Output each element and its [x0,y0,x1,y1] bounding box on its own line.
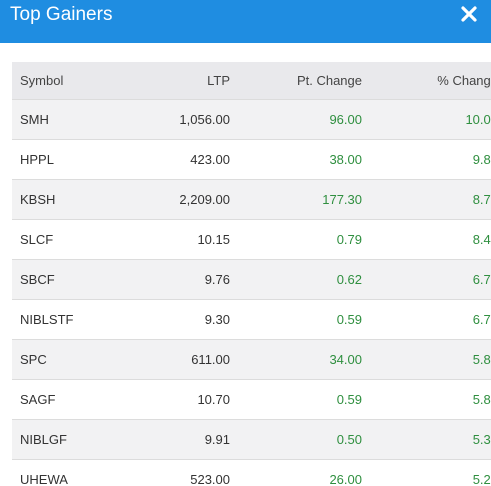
table-body: SMH1,056.0096.0010.00HPPL423.0038.009.87… [12,99,491,486]
column-header-symbol[interactable]: Symbol [12,62,132,100]
pt-change-cell: 177.30 [242,179,374,220]
pt-change-cell: 38.00 [242,139,374,180]
symbol-cell: NIBLSTF [12,299,132,340]
pct-change-cell: 5.31 [374,419,491,460]
gainers-table-container: Symbol LTP Pt. Change % Change SMH1,056.… [12,62,491,486]
pt-change-cell: 0.79 [242,219,374,260]
ltp-cell: 1,056.00 [132,99,242,140]
dialog-title: Top Gainers [10,4,113,25]
column-header-ltp[interactable]: LTP [132,62,242,100]
symbol-cell: UHEWA [12,459,132,486]
pt-change-cell: 0.59 [242,299,374,340]
pct-change-cell: 10.00 [374,99,491,140]
ltp-cell: 523.00 [132,459,242,486]
ltp-cell: 9.91 [132,419,242,460]
pt-change-cell: 96.00 [242,99,374,140]
pct-change-cell: 6.77 [374,299,491,340]
column-header-pct-change[interactable]: % Change [374,62,491,100]
symbol-cell: SAGF [12,379,132,420]
pct-change-cell: 8.73 [374,179,491,220]
symbol-cell: KBSH [12,179,132,220]
ltp-cell: 10.70 [132,379,242,420]
symbol-cell: SPC [12,339,132,380]
column-header-pt-change[interactable]: Pt. Change [242,62,374,100]
symbol-cell: SMH [12,99,132,140]
ltp-cell: 9.30 [132,299,242,340]
close-icon[interactable] [460,5,478,23]
table-header-row: Symbol LTP Pt. Change % Change [12,62,491,100]
pct-change-cell: 6.78 [374,259,491,300]
pt-change-cell: 0.62 [242,259,374,300]
pct-change-cell: 5.89 [374,339,491,380]
ltp-cell: 2,209.00 [132,179,242,220]
pt-change-cell: 0.59 [242,379,374,420]
ltp-cell: 9.76 [132,259,242,300]
pct-change-cell: 5.23 [374,459,491,486]
pt-change-cell: 34.00 [242,339,374,380]
symbol-cell: HPPL [12,139,132,180]
ltp-cell: 10.15 [132,219,242,260]
dialog-header: Top Gainers [0,0,491,43]
pct-change-cell: 9.87 [374,139,491,180]
symbol-cell: SBCF [12,259,132,300]
gainers-table: Symbol LTP Pt. Change % Change SMH1,056.… [12,62,491,486]
ltp-cell: 423.00 [132,139,242,180]
ltp-cell: 611.00 [132,339,242,380]
pt-change-cell: 0.50 [242,419,374,460]
symbol-cell: NIBLGF [12,419,132,460]
pct-change-cell: 8.44 [374,219,491,260]
pt-change-cell: 26.00 [242,459,374,486]
pct-change-cell: 5.84 [374,379,491,420]
symbol-cell: SLCF [12,219,132,260]
